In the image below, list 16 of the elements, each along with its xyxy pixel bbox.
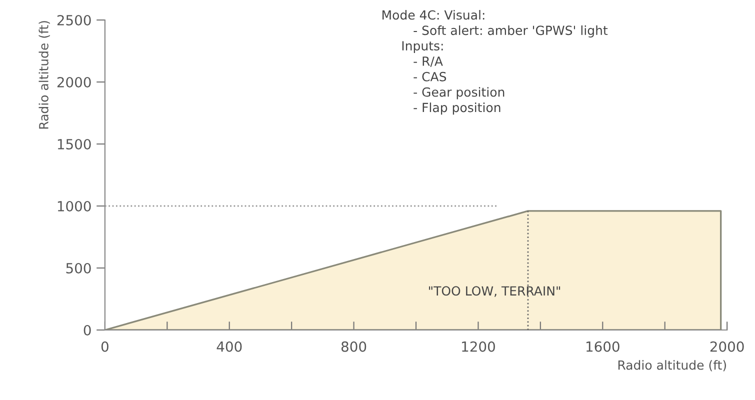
x-tick-label: 1200 [462,341,495,352]
annotation: "TOO LOW, TERRAIN" [429,286,560,297]
y-tick-label: 1500 [58,138,91,150]
x-tick-label: 800 [341,341,366,352]
y-tick-label: 2000 [57,76,91,88]
y-tick-label: 0 [84,324,91,336]
x-tick-label: 1600 [586,341,620,352]
y-axis-title: Radio altitude (ft) [38,21,50,129]
annotation: Mode 4C: Visual: - Soft alert: amber 'GPWS' light Inputs: - R/A - CAS - Gear position - Flap position [382,10,608,115]
x-tick-label: 2000 [710,341,744,352]
x-tick-label: 400 [216,341,242,352]
y-tick-label: 500 [66,262,91,274]
y-tick-label: 2500 [57,14,91,26]
x-tick-label: 0 [101,341,108,352]
y-tick-label: 1000 [58,200,91,212]
x-axis-title: Radio altitude (ft) [618,360,726,372]
